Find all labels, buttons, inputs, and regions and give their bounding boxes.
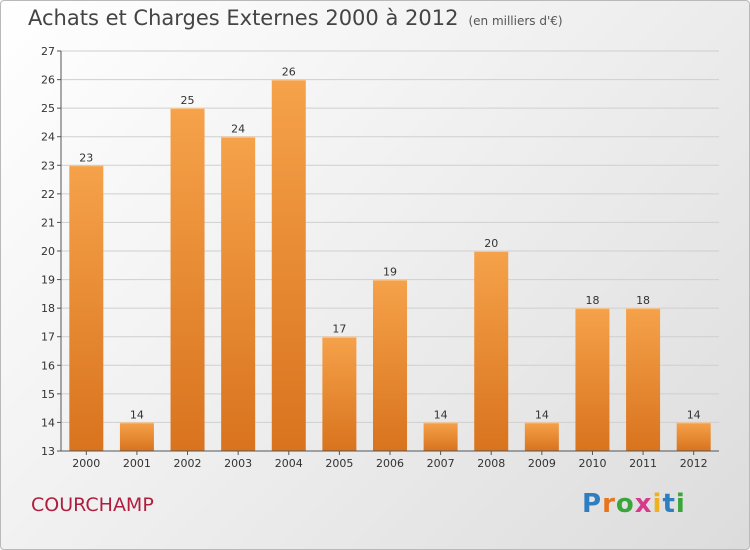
x-tick-label: 2005 [325, 457, 353, 470]
x-tick-label: 2011 [629, 457, 657, 470]
y-tick-label: 20 [41, 245, 55, 258]
bar[interactable] [373, 279, 407, 451]
value-label: 26 [282, 66, 296, 79]
bar[interactable] [221, 136, 256, 451]
chart-subtitle: (en milliers d'€) [468, 14, 563, 28]
y-tick-label: 23 [41, 159, 55, 172]
bar[interactable] [676, 422, 711, 451]
bar[interactable] [119, 422, 154, 451]
logo-letter: i [675, 489, 686, 519]
y-tick-label: 18 [41, 302, 55, 315]
x-tick-label: 2006 [376, 457, 404, 470]
bar[interactable] [524, 422, 559, 451]
value-label: 18 [636, 294, 650, 307]
bar[interactable] [170, 108, 205, 452]
proxiti-logo[interactable]: Proxiti [582, 489, 686, 519]
y-tick-label: 14 [41, 416, 55, 429]
value-label: 14 [535, 408, 549, 421]
logo-letter: o [615, 489, 635, 519]
y-tick-label: 17 [41, 331, 55, 344]
y-tick-label: 16 [41, 359, 55, 372]
value-label: 25 [181, 94, 195, 107]
value-label: 23 [79, 151, 93, 164]
bar[interactable] [575, 308, 610, 451]
bar[interactable] [474, 251, 509, 451]
y-tick-label: 26 [41, 74, 55, 87]
logo-letter: t [662, 489, 676, 519]
logo-letter: P [582, 489, 603, 519]
value-label: 19 [383, 266, 397, 279]
bar[interactable] [423, 422, 458, 451]
y-tick-label: 15 [41, 388, 55, 401]
title-text: Achats et Charges Externes 2000 à 2012 [28, 6, 459, 30]
value-label: 17 [332, 323, 346, 336]
x-tick-label: 2007 [427, 457, 455, 470]
bar[interactable] [322, 336, 357, 451]
bar[interactable] [271, 79, 306, 452]
logo-letter: r [602, 489, 616, 519]
value-label: 14 [434, 408, 448, 421]
x-tick-label: 2004 [275, 457, 303, 470]
y-tick-label: 25 [41, 102, 55, 115]
y-tick-label: 22 [41, 188, 55, 201]
x-tick-label: 2012 [680, 457, 708, 470]
x-tick-label: 2003 [224, 457, 252, 470]
logo-letter: x [634, 489, 653, 519]
commune-name: COURCHAMP [31, 494, 154, 516]
y-tick-label: 21 [41, 216, 55, 229]
x-tick-label: 2001 [123, 457, 151, 470]
value-label: 18 [585, 294, 599, 307]
bar[interactable] [69, 165, 104, 452]
y-tick-label: 27 [41, 45, 55, 58]
x-tick-label: 2000 [72, 457, 100, 470]
value-label: 14 [687, 408, 701, 421]
x-tick-label: 2009 [528, 457, 556, 470]
y-tick-label: 19 [41, 274, 55, 287]
chart-title: Achats et Charges Externes 2000 à 2012 (e… [28, 6, 563, 30]
value-label: 20 [484, 237, 498, 250]
x-tick-label: 2010 [578, 457, 606, 470]
value-label: 24 [231, 123, 245, 136]
y-tick-label: 13 [41, 445, 55, 458]
value-label: 14 [130, 408, 144, 421]
x-tick-label: 2008 [477, 457, 505, 470]
y-tick-label: 24 [41, 131, 55, 144]
bar[interactable] [626, 308, 661, 451]
logo-letter: i [652, 489, 663, 519]
x-tick-label: 2002 [174, 457, 202, 470]
